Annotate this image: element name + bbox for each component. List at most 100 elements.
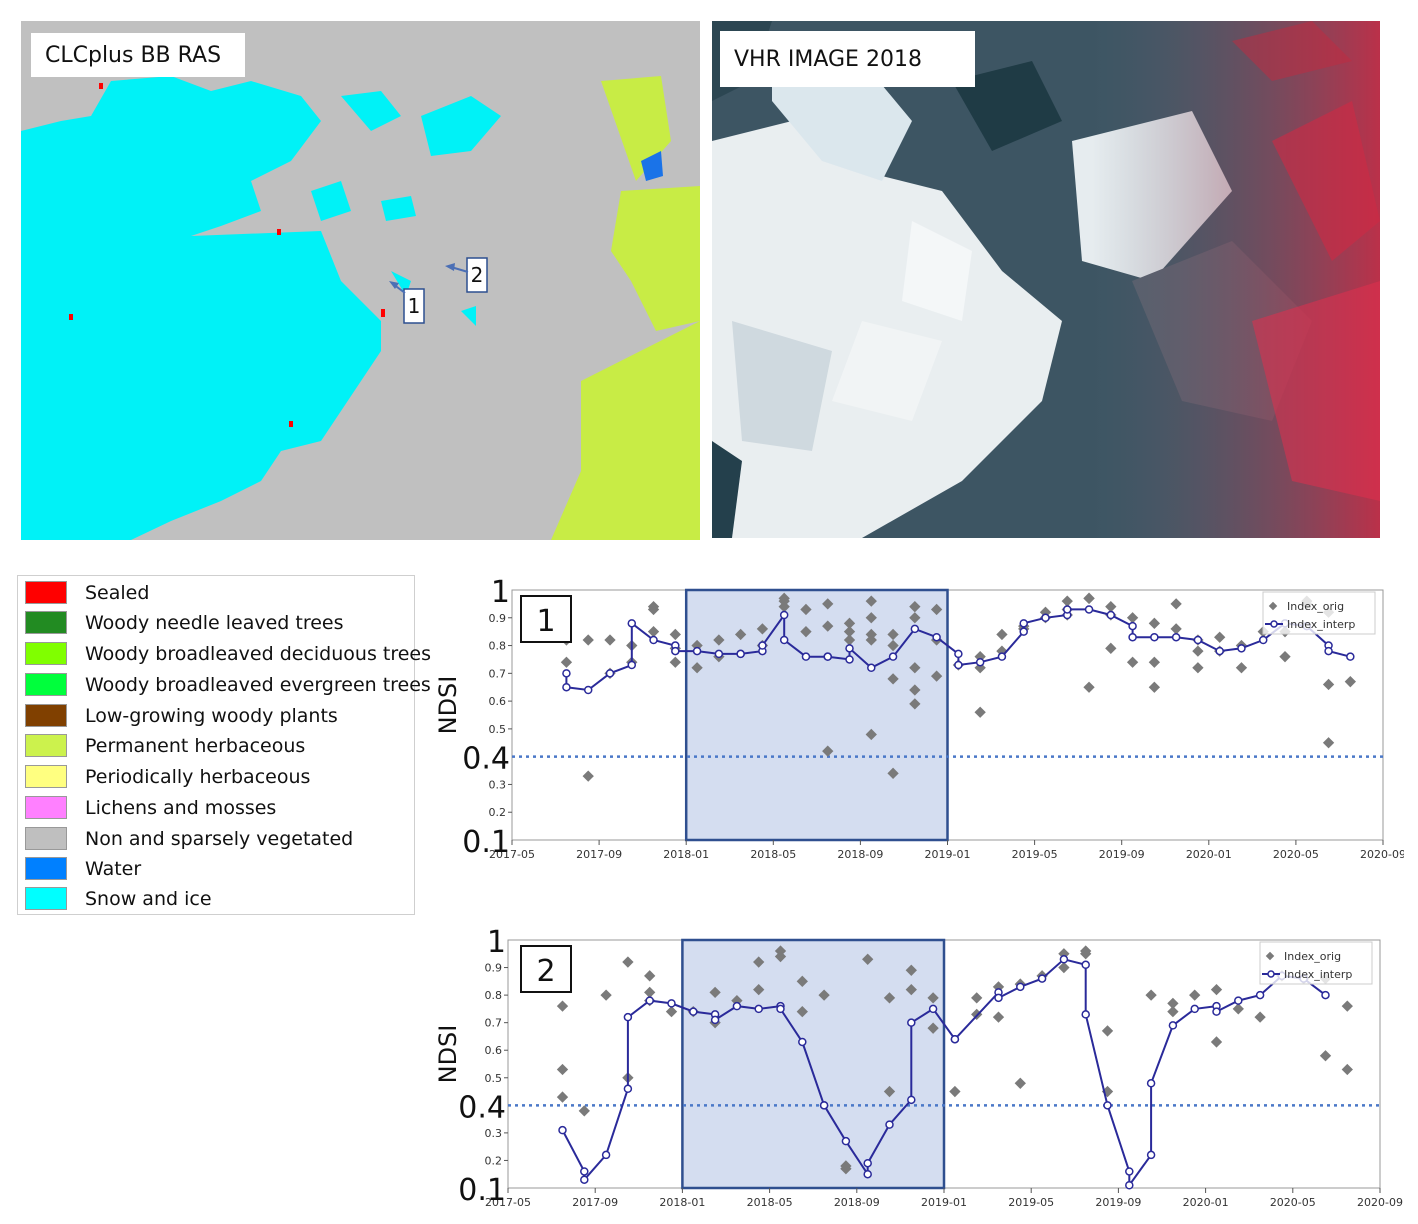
index-orig-point (582, 634, 594, 646)
y-tick-label: 0.5 (485, 1072, 503, 1085)
legend-swatch (25, 887, 67, 910)
index-orig-point (883, 992, 896, 1004)
x-tick-label: 2020-01 (1186, 848, 1232, 861)
index-orig-point (1341, 1063, 1353, 1076)
y-tick-label: 0.8 (489, 640, 507, 653)
highlight-2018 (681, 938, 946, 1190)
legend-label: Non and sparsely vegetated (85, 827, 354, 850)
index-interp-point (1237, 644, 1246, 653)
index-orig-point (1210, 983, 1223, 996)
legend-label: Sealed (85, 581, 150, 604)
index-interp-point (819, 1101, 829, 1110)
y-tick-label: 0.6 (489, 695, 507, 708)
legend-label-interp: Index_interp (1287, 618, 1355, 631)
index-interp-point (932, 632, 941, 642)
index-interp-point (562, 682, 571, 692)
index-interp-point (1063, 605, 1072, 614)
legend-item-snow-ice: Snow and ice (25, 883, 212, 914)
index-interp-point (1193, 635, 1203, 645)
index-interp-point (1019, 627, 1028, 636)
y-tick-label-large: 1 (487, 926, 506, 960)
y-tick-label: 0.2 (489, 806, 507, 819)
legend-swatch (25, 827, 67, 850)
x-tick-label: 2019-09 (1095, 1196, 1141, 1209)
index-orig-point (1126, 656, 1139, 668)
legend-label: Woody broadleaved evergreen trees (85, 673, 431, 696)
legend-label: Snow and ice (85, 887, 212, 910)
index-orig-point (1210, 1036, 1223, 1048)
x-tick-label: 2018-05 (750, 848, 796, 861)
legend-swatch (25, 704, 67, 727)
index-orig-point (1101, 1025, 1114, 1037)
x-tick-label: 2017-05 (485, 1196, 531, 1209)
x-tick-label: 2019-01 (925, 848, 971, 861)
panel-label: 1 (536, 604, 555, 639)
index-interp-point (863, 1169, 872, 1179)
index-interp-point (562, 669, 571, 678)
index-interp-point (1255, 990, 1265, 1000)
highlight-2018 (684, 588, 949, 842)
legend-swatch (25, 581, 67, 604)
index-orig-point (909, 698, 921, 710)
index-interp-point (954, 649, 963, 659)
panel-label: 2 (536, 954, 555, 989)
index-interp-point (649, 635, 658, 645)
index-interp-point (692, 646, 702, 656)
legend-label: Woody broadleaved deciduous trees (85, 642, 431, 665)
y-tick-label-large: 1 (491, 575, 510, 610)
legend-label: Periodically herbaceous (85, 765, 311, 788)
x-tick-label: 2020-09 (1360, 848, 1404, 861)
legend-item-lichens-mosses: Lichens and mosses (25, 792, 276, 823)
y-tick-label: 0.2 (485, 1154, 503, 1167)
index-orig-point (691, 662, 703, 674)
panel-label-box (520, 595, 572, 643)
index-interp-point (1125, 1167, 1134, 1176)
index-interp-point (627, 660, 637, 670)
index-interp-point (954, 660, 963, 670)
index-orig-point (1232, 1003, 1244, 1015)
index-interp-point (1258, 635, 1268, 645)
index-interp-point (975, 657, 985, 667)
legend-label: Water (85, 857, 142, 880)
x-tick-label: 2018-09 (834, 1196, 880, 1209)
index-orig-point (1083, 592, 1095, 604)
x-tick-label: 2017-05 (489, 848, 535, 861)
legend-item-woody-needle: Woody needle leaved trees (25, 607, 344, 638)
index-interp-point (823, 652, 832, 661)
index-interp-point (994, 993, 1003, 1003)
index-interp-point (1084, 605, 1094, 614)
index-interp-point (645, 996, 654, 1005)
index-interp-point (1171, 632, 1181, 642)
index-orig-point (974, 706, 986, 718)
legend-marker-interp (1270, 620, 1278, 628)
index-orig-point (1214, 631, 1226, 643)
index-orig-point (1322, 737, 1335, 749)
legend-swatch (25, 857, 67, 880)
legend-marker-interp (1267, 970, 1275, 978)
x-tick-label: 2018-09 (837, 848, 883, 861)
index-interp-point (1324, 646, 1333, 656)
index-orig-point (582, 770, 594, 782)
land-cover-legend: Sealed Woody needle leaved trees Woody b… (17, 575, 431, 915)
index-interp-point (779, 635, 789, 645)
y-tick-label: 0.8 (485, 989, 503, 1002)
legend-item-woody-broad-evergreen: Woody broadleaved evergreen trees (25, 669, 431, 700)
index-interp-point (910, 624, 920, 634)
legend-item-sealed: Sealed (25, 577, 149, 608)
legend-label-orig: Index_orig (1287, 600, 1344, 613)
index-interp-point (558, 1125, 567, 1135)
index-interp-point (1041, 613, 1050, 623)
x-tick-label: 2017-09 (572, 1196, 618, 1209)
index-orig-point (927, 992, 939, 1004)
legend-item-periodically-herbaceous: Periodically herbaceous (25, 761, 310, 792)
index-interp-point (1234, 996, 1243, 1005)
index-interp-point (714, 649, 724, 659)
index-orig-point (909, 662, 921, 674)
x-tick-label: 2019-05 (1012, 848, 1058, 861)
index-orig-point (647, 601, 660, 613)
x-tick-label: 2017-09 (576, 848, 622, 861)
index-interp-point (583, 685, 593, 695)
index-orig-point (1126, 612, 1139, 624)
index-interp-point (1128, 621, 1137, 631)
legend-label-orig: Index_orig (1284, 950, 1341, 963)
